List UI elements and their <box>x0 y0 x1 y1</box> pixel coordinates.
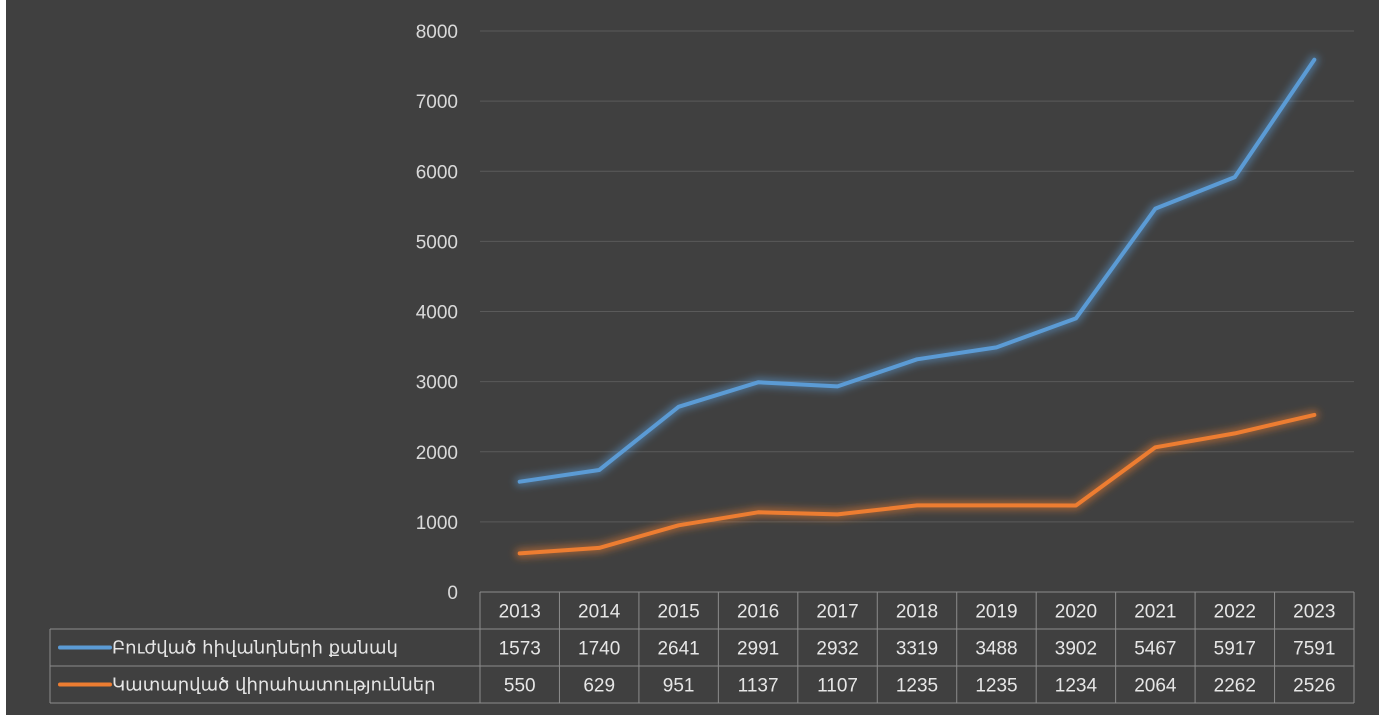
series-glow <box>515 55 1319 487</box>
y-tick-label: 3000 <box>416 373 458 394</box>
x-category-label: 2022 <box>1214 602 1256 623</box>
x-category-label: 2019 <box>975 602 1017 623</box>
x-category-label: 2014 <box>578 602 621 623</box>
x-category-label: 2020 <box>1055 602 1097 623</box>
legend-label: Բուժված հիվանդների քանակ <box>112 638 398 659</box>
data-value-cell: 629 <box>583 676 615 697</box>
data-value-cell: 2064 <box>1134 676 1177 697</box>
x-category-label: 2016 <box>737 602 779 623</box>
x-category-label: 2017 <box>816 602 858 623</box>
data-value-cell: 1235 <box>975 676 1017 697</box>
x-category-label: 2013 <box>499 602 541 623</box>
data-value-cell: 5467 <box>1134 639 1176 660</box>
data-value-cell: 1234 <box>1055 676 1098 697</box>
data-value-cell: 1573 <box>499 639 541 660</box>
y-tick-label: 4000 <box>416 303 458 324</box>
y-tick-label: 6000 <box>416 162 458 183</box>
y-tick-label: 1000 <box>416 513 458 534</box>
y-tick-label: 0 <box>447 583 458 604</box>
y-tick-label: 5000 <box>416 232 458 253</box>
data-value-cell: 2526 <box>1293 676 1335 697</box>
x-category-label: 2018 <box>896 602 938 623</box>
data-value-cell: 1235 <box>896 676 938 697</box>
data-value-cell: 550 <box>504 676 536 697</box>
data-value-cell: 1740 <box>578 639 620 660</box>
x-category-label: 2015 <box>657 602 699 623</box>
y-tick-label: 2000 <box>416 443 458 464</box>
gridlines <box>480 30 1354 523</box>
data-value-cell: 2641 <box>657 639 699 660</box>
x-category-label: 2021 <box>1134 602 1176 623</box>
data-value-cell: 3902 <box>1055 639 1097 660</box>
series-lines <box>515 55 1319 558</box>
y-tick-label: 8000 <box>416 22 458 43</box>
data-value-cell: 7591 <box>1293 639 1335 660</box>
x-category-label: 2023 <box>1293 602 1335 623</box>
data-value-cell: 2932 <box>816 639 858 660</box>
y-axis-tick-labels: 0 1000 2000 3000 4000 5000 6000 7000 8000 <box>416 22 458 604</box>
data-value-cell: 5917 <box>1214 639 1256 660</box>
chart: 0 1000 2000 3000 4000 5000 6000 7000 8000 2013 20… <box>6 0 1379 715</box>
data-table: 2013 2014 2015 2016 2017 2018 2019 2020 2021 2022… <box>49 591 1355 704</box>
data-value-cell: 2991 <box>737 639 779 660</box>
data-value-cell: 1137 <box>738 676 779 697</box>
series-line <box>517 57 1317 484</box>
data-value-cell: 3488 <box>975 639 1017 660</box>
legend-label: Կատարված վիրահատություններ <box>112 675 436 696</box>
data-value-cell: 3319 <box>896 639 938 660</box>
data-value-cell: 2262 <box>1214 676 1256 697</box>
series-line <box>517 412 1317 556</box>
data-value-cell: 951 <box>663 676 695 697</box>
y-tick-label: 7000 <box>416 92 458 113</box>
data-value-cell: 1107 <box>817 676 858 697</box>
